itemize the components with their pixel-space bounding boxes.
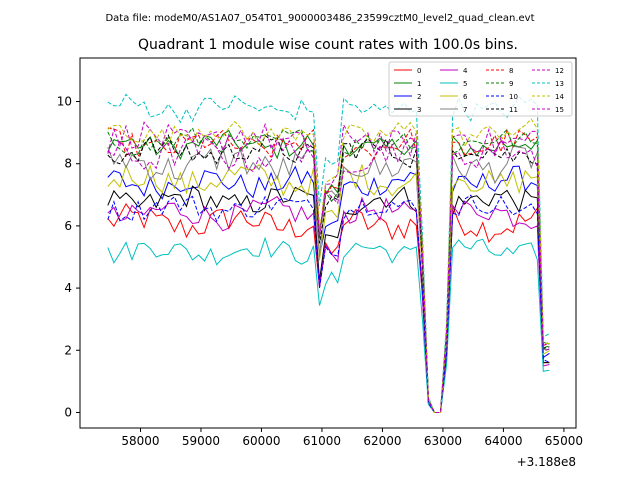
- series-line-3: [107, 185, 550, 413]
- legend-label-4: 4: [463, 67, 468, 75]
- series-line-12: [107, 121, 550, 413]
- series-line-5: [107, 236, 550, 413]
- y-tick-label: 0: [64, 405, 72, 419]
- legend-label-9: 9: [509, 80, 513, 88]
- series-line-1: [107, 129, 550, 413]
- y-tick-label: 8: [64, 157, 72, 171]
- legend-label-15: 15: [555, 106, 564, 114]
- series-line-4: [107, 195, 550, 413]
- x-tick-label: 60000: [242, 434, 280, 448]
- legend-label-12: 12: [555, 67, 564, 75]
- legend-label-14: 14: [555, 93, 564, 101]
- axis-ticks: 58000 59000 60000 61000 62000 63000 64000 65000…: [57, 95, 583, 448]
- series-line-2: [107, 165, 550, 413]
- legend-label-11: 11: [509, 106, 518, 114]
- legend-label-13: 13: [555, 80, 564, 88]
- x-axis-offset-label: +3.188e8: [517, 455, 576, 469]
- x-tick-label: 58000: [121, 434, 159, 448]
- x-tick-label: 62000: [363, 434, 401, 448]
- legend-box: [388, 61, 573, 117]
- legend-label-0: 0: [417, 67, 421, 75]
- series-line-15: [107, 135, 550, 413]
- legend-label-6: 6: [463, 93, 468, 101]
- x-tick-label: 61000: [303, 434, 341, 448]
- chart-suptitle: Data file: modeM0/AS1A07_054T01_90000034…: [105, 13, 534, 24]
- legend-label-1: 1: [417, 80, 421, 88]
- y-tick-label: 4: [64, 281, 72, 295]
- legend-label-3: 3: [417, 106, 421, 114]
- legend-label-2: 2: [417, 93, 421, 101]
- chart-title: Quadrant 1 module wise count rates with …: [138, 37, 518, 53]
- y-tick-label: 2: [64, 343, 72, 357]
- legend-label-7: 7: [463, 106, 467, 114]
- x-tick-label: 64000: [484, 434, 522, 448]
- series-line-9: [107, 126, 550, 413]
- y-tick-label: 10: [57, 95, 72, 109]
- series-line-14: [107, 118, 550, 413]
- plot-area-frame: [79, 57, 577, 429]
- x-tick-label: 59000: [182, 434, 220, 448]
- x-tick-label: 65000: [545, 434, 583, 448]
- legend-label-5: 5: [463, 80, 467, 88]
- series-line-8: [107, 127, 550, 413]
- x-tick-label: 63000: [424, 434, 462, 448]
- series-line-0: [107, 202, 550, 413]
- y-tick-label: 6: [64, 219, 72, 233]
- series-line-11: [107, 134, 550, 413]
- series-line-13: [107, 93, 550, 413]
- legend-label-10: 10: [509, 93, 518, 101]
- series-line-7: [107, 145, 550, 413]
- legend-label-8: 8: [509, 67, 513, 75]
- series-line-10: [107, 194, 550, 413]
- series-lines: [107, 93, 550, 413]
